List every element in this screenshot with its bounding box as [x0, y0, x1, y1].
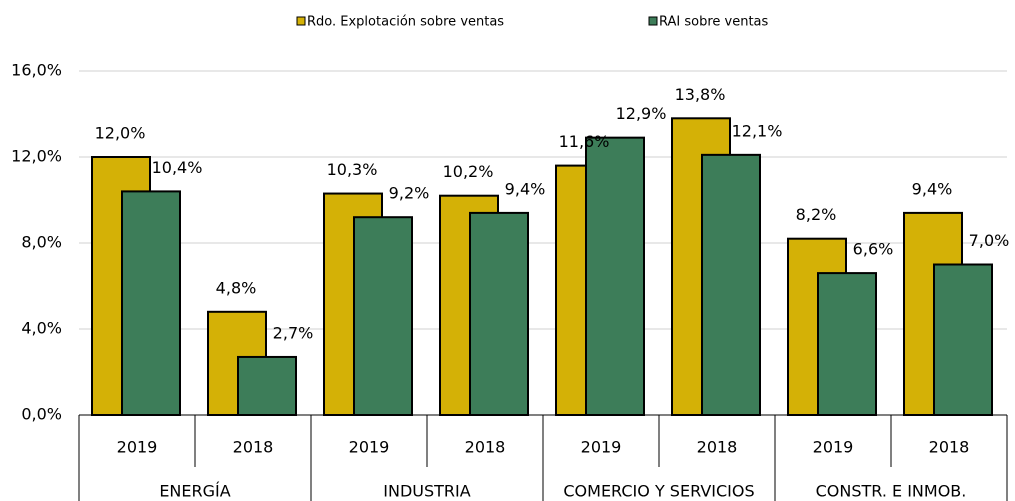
group-label: INDUSTRIA [383, 482, 470, 501]
value-label: 8,2% [796, 205, 837, 224]
value-label: 12,9% [616, 104, 667, 123]
value-label: 9,2% [389, 184, 430, 203]
value-label: 4,8% [216, 278, 257, 297]
group-label: CONSTR. E INMOB. [816, 482, 967, 501]
y-tick-label: 16,0% [11, 61, 62, 80]
value-label: 9,4% [912, 179, 953, 198]
bar [817, 272, 877, 416]
value-label: 9,4% [505, 179, 546, 198]
value-label: 7,0% [969, 231, 1010, 250]
value-label: 10,2% [443, 162, 494, 181]
x-tick-label: 2019 [349, 438, 390, 457]
value-label: 10,3% [327, 160, 378, 179]
y-tick-label: 4,0% [21, 319, 62, 338]
y-tick-label: 8,0% [21, 233, 62, 252]
legend-swatch [296, 16, 306, 26]
bar [933, 263, 993, 416]
x-tick-label: 2019 [581, 438, 622, 457]
y-tick-label: 0,0% [21, 405, 62, 424]
value-label: 13,8% [675, 85, 726, 104]
x-tick-label: 2018 [929, 438, 970, 457]
bar [701, 153, 761, 416]
value-label: 12,0% [95, 124, 146, 143]
bar [237, 355, 297, 417]
y-tick-label: 12,0% [11, 147, 62, 166]
legend-swatch [648, 16, 658, 26]
x-tick-label: 2018 [697, 438, 738, 457]
x-tick-label: 2019 [813, 438, 854, 457]
value-label: 10,4% [152, 158, 203, 177]
x-tick-label: 2019 [117, 438, 158, 457]
bar [121, 190, 181, 416]
value-label: 2,7% [273, 323, 314, 342]
x-tick-label: 2018 [233, 438, 274, 457]
legend-label: RAI sobre ventas [659, 15, 769, 30]
value-label: 6,6% [853, 240, 894, 259]
value-label: 11,6% [559, 132, 610, 151]
x-tick-label: 2018 [465, 438, 506, 457]
bar [469, 211, 529, 416]
group-label: ENERGÍA [159, 482, 230, 501]
bar [585, 136, 645, 416]
value-label: 12,1% [732, 121, 783, 140]
bar [353, 216, 413, 416]
legend-label: Rdo. Explotación sobre ventas [307, 15, 504, 30]
group-label: COMERCIO Y SERVICIOS [563, 482, 754, 501]
